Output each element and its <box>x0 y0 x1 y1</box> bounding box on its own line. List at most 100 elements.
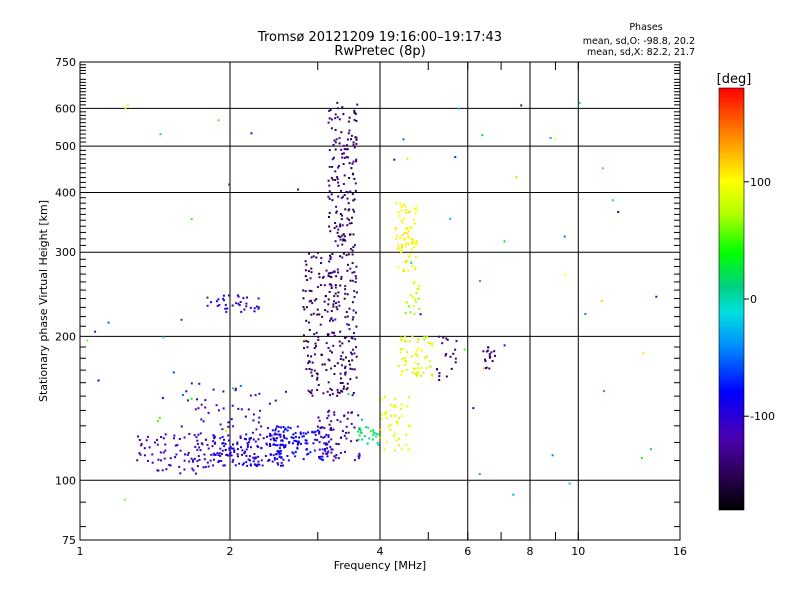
echo-point-1055 <box>400 209 403 212</box>
echo-point-165 <box>236 453 239 456</box>
echo-point-582 <box>327 272 330 275</box>
echo-point-681 <box>331 271 334 274</box>
echo-point-86 <box>151 453 154 456</box>
echo-point-586 <box>308 328 311 331</box>
echo-point-1133 <box>405 360 408 363</box>
echo-point-551 <box>308 252 310 255</box>
echo-point-168 <box>259 433 262 436</box>
echo-point-1023 <box>394 228 397 231</box>
echo-point-106 <box>262 437 265 440</box>
echo-point-206 <box>221 435 224 438</box>
echo-point-438 <box>328 409 331 412</box>
echo-point-7 <box>174 444 177 447</box>
echo-point-1198 <box>602 390 605 393</box>
echo-point-484 <box>237 295 240 298</box>
echo-point-835 <box>355 138 358 141</box>
echo-point-812 <box>350 167 353 170</box>
echo-point-668 <box>343 174 346 177</box>
x-tick-label-0: 1 <box>77 545 84 558</box>
echo-point-1127 <box>414 367 417 370</box>
echo-point-374 <box>277 426 280 428</box>
echo-point-414 <box>341 430 344 433</box>
echo-point-581 <box>313 353 316 356</box>
echo-point-686 <box>341 382 344 384</box>
echo-point-639 <box>341 106 344 109</box>
echo-point-13 <box>188 433 191 435</box>
x-tick-label-5: 10 <box>571 545 585 558</box>
echo-point-442 <box>319 455 322 458</box>
echo-point-926 <box>369 430 372 433</box>
echo-point-1246 <box>503 344 506 347</box>
echo-point-37 <box>161 469 164 472</box>
echo-point-1072 <box>407 235 410 238</box>
echo-point-432 <box>347 431 350 434</box>
echo-point-577 <box>310 368 313 371</box>
echo-point-1182 <box>482 350 485 353</box>
echo-point-1056 <box>409 260 412 263</box>
echo-point-128 <box>266 435 268 438</box>
echo-point-1074 <box>410 248 413 251</box>
echo-point-946 <box>361 438 364 441</box>
echo-point-418 <box>339 451 342 454</box>
echo-point-1137 <box>416 288 419 291</box>
echo-point-1010 <box>408 236 411 239</box>
echo-point-307 <box>280 456 283 459</box>
echo-point-377 <box>252 413 255 416</box>
echo-point-784 <box>352 199 355 202</box>
echo-point-527 <box>316 389 319 391</box>
echo-point-1006 <box>402 268 405 271</box>
echo-point-1252 <box>649 448 652 451</box>
echo-point-59 <box>206 461 209 464</box>
echo-point-753 <box>331 199 334 202</box>
echo-point-161 <box>250 437 252 439</box>
echo-point-762 <box>340 196 343 199</box>
echo-point-1183 <box>487 346 490 349</box>
echo-point-543 <box>307 389 310 392</box>
echo-point-399 <box>231 404 234 407</box>
echo-point-1254 <box>554 138 557 141</box>
echo-point-790 <box>328 197 331 200</box>
echo-point-763 <box>346 269 349 272</box>
echo-point-204 <box>271 460 274 463</box>
echo-point-1224 <box>190 397 193 400</box>
echo-point-698 <box>341 256 344 259</box>
echo-point-899 <box>328 190 331 193</box>
echo-point-554 <box>323 363 326 366</box>
echo-point-1123 <box>414 361 417 364</box>
echo-point-192 <box>213 452 216 455</box>
echo-point-836 <box>330 317 333 320</box>
echo-point-792 <box>337 235 340 238</box>
echo-point-799 <box>335 211 338 214</box>
echo-point-773 <box>348 162 351 165</box>
echo-point-1030 <box>407 230 410 233</box>
echo-point-820 <box>334 240 337 243</box>
echo-point-457 <box>353 459 356 462</box>
echo-point-61 <box>196 465 199 468</box>
echo-point-47 <box>188 460 191 463</box>
echo-point-669 <box>329 256 332 259</box>
echo-point-744 <box>353 368 356 371</box>
echo-point-496 <box>235 302 238 305</box>
echo-point-189 <box>277 451 280 454</box>
echo-point-1244 <box>640 457 643 459</box>
echo-point-477 <box>345 431 347 434</box>
echo-point-137 <box>249 459 251 462</box>
echo-point-1237 <box>361 418 364 421</box>
echo-point-252 <box>274 429 277 432</box>
echo-point-1153 <box>413 281 416 284</box>
echo-point-1241 <box>611 199 614 202</box>
echo-point-247 <box>260 447 263 450</box>
echo-point-195 <box>252 456 255 459</box>
echo-point-630 <box>351 162 354 165</box>
echo-point-779 <box>352 208 355 211</box>
echo-point-481 <box>246 296 248 299</box>
axis-ticks <box>79 61 680 540</box>
echo-point-74 <box>148 446 151 449</box>
echo-point-658 <box>330 284 333 287</box>
echo-point-897 <box>348 129 351 132</box>
echo-point-697 <box>333 227 336 229</box>
echo-point-1210 <box>297 188 299 191</box>
echo-point-1041 <box>396 248 399 251</box>
echo-point-537 <box>317 251 319 254</box>
echo-point-430 <box>323 442 326 445</box>
